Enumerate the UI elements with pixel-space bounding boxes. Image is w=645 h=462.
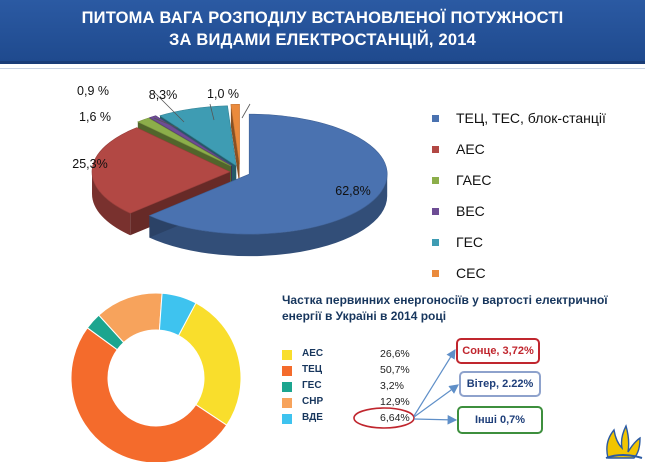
legend-swatch [432,208,439,215]
legend-swatch [432,177,439,184]
legend-label: ГЕС [456,234,484,250]
legend-label: СНР [302,396,324,407]
legend-swatch [432,115,439,122]
pie-label-ves: 0,9 % [77,84,109,98]
legend-item-aes: АЕС [432,141,645,159]
legend-item-gaes: ГАЕС [432,172,645,190]
legend-item-ges: ГЕС [432,234,645,252]
donut-legend-item-ges: ГЕС 3,2% [282,380,422,394]
legend-value: 50,7% [380,364,410,376]
donut-legend-item-tec: ТЕЦ 50,7% [282,364,422,378]
pie-label-ses: 1,0 % [207,87,239,101]
legend-swatch [282,398,292,408]
energy-share-donut [70,292,242,462]
legend-swatch [282,350,292,360]
legend-swatch [432,270,439,277]
legend-swatch [432,239,439,246]
donut-segment-tec [70,327,228,462]
donut-legend-item-vde: ВДЕ 6,64% [282,412,422,426]
energy-share-title: Частка первинних енергоносіїв у вартості… [282,293,608,323]
pie-slice-ses [230,104,240,187]
callout-other: Інші 0,7% [457,406,543,434]
pie-leader-ges [209,103,215,121]
legend-value: 6,64% [380,412,410,424]
callout-sun: Сонце, 3,72% [456,338,540,364]
pie-label-ges: 8,3% [148,88,178,102]
legend-item-ves: ВЕС [432,203,645,221]
legend-swatch [282,366,292,376]
legend-label: ГАЕС [456,172,492,188]
capacity-pie-chart [91,91,388,257]
legend-swatch [282,382,292,392]
pie-label-aes: 25,3% [72,157,108,171]
legend-value: 26,6% [380,348,410,360]
header-divider [0,68,645,69]
legend-label: ГЕС [302,380,322,391]
donut-legend-item-aes: АЕС 26,6% [282,348,422,362]
legend-swatch [282,414,292,424]
pie-leader-ves [153,91,185,123]
pie-label-tec-tes: 62,8% [335,184,371,198]
donut-segment-vde [158,292,197,337]
legend-label: АЕС [456,141,485,157]
legend-label: СЕС [456,265,486,281]
legend-label: ВЕС [456,203,485,219]
legend-label: ТЕЦ, ТЕС, блок-станції [456,110,606,126]
legend-swatch [432,146,439,153]
legend-value: 3,2% [380,380,404,392]
pie-label-gaes: 1,6 % [79,110,111,124]
donut-segment-aes [177,302,242,426]
slide-title-line-1: ПИТОМА ВАГА РОЗПОДІЛУ ВСТАНОВЛЕНОЇ ПОТУЖ… [81,9,564,27]
legend-label: ТЕЦ [302,364,323,375]
slide-title-line-2: ЗА ВИДАМИ ЕЛЕКТРОСТАНЦІЙ, 2014 [169,31,476,49]
legend-label: АЕС [302,348,324,359]
legend-item-tec-tes: ТЕЦ, ТЕС, блок-станції [432,110,645,128]
slide-header: ПИТОМА ВАГА РОЗПОДІЛУ ВСТАНОВЛЕНОЇ ПОТУЖ… [0,0,645,64]
pie-leader-ses [241,103,251,119]
legend-value: 12,9% [380,396,410,408]
callout-wind: Вітер, 2.22% [459,371,541,397]
pie-leader-gaes [153,117,179,129]
donut-legend-item-snr: СНР 12,9% [282,396,422,410]
legend-label: ВДЕ [302,412,323,423]
pie-slice-tec-tes [148,113,388,257]
emblem-logo [605,424,643,459]
legend-item-ses: СЕС [432,265,645,283]
